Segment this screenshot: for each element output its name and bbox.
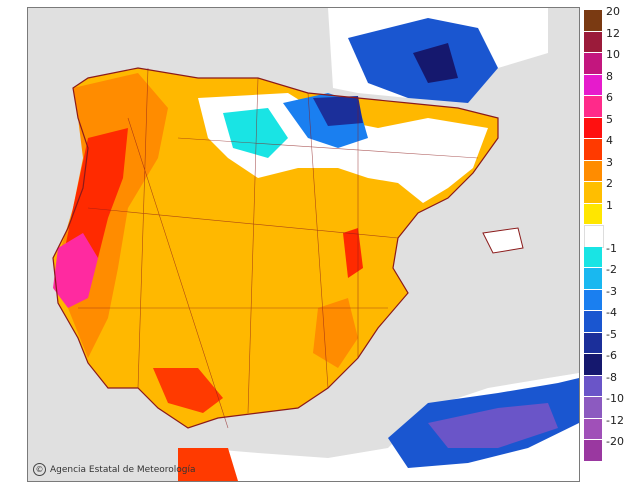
legend-swatch: [584, 375, 602, 396]
legend-label: 12: [606, 26, 620, 40]
legend-swatch: [584, 203, 602, 224]
legend-swatch: [584, 397, 602, 418]
legend-swatch: [584, 246, 602, 267]
southeast-orange-patch: [313, 298, 358, 368]
legend-swatch: [584, 160, 602, 181]
legend-label: -8: [606, 370, 617, 384]
legend-swatch: [584, 117, 602, 138]
legend-swatch: [584, 418, 602, 439]
legend-label: -1: [606, 241, 617, 255]
legend-label: 1: [606, 198, 613, 212]
legend-label: -10: [606, 392, 624, 405]
legend-swatch: [584, 74, 602, 95]
coastline: [52, 67, 499, 429]
legend-label: -12: [606, 413, 624, 427]
copyright-icon: ©: [33, 463, 46, 476]
map-svg: [28, 8, 579, 481]
legend-swatch: [584, 440, 602, 461]
legend-swatch: [584, 354, 602, 375]
legend-label: 20: [606, 5, 620, 18]
credit-text: Agencia Estatal de Meteorología: [50, 464, 196, 475]
france-cold-core: [413, 43, 458, 83]
balearic-islands: [482, 227, 524, 254]
legend-swatch: [584, 289, 602, 310]
legend-label: -6: [606, 349, 617, 362]
legend-swatch: [584, 182, 602, 203]
legend-swatch: [584, 31, 602, 52]
legend-label: -3: [606, 284, 617, 298]
legend-swatch: [584, 311, 602, 332]
legend-label: 5: [606, 112, 613, 126]
legend-label: -20: [606, 435, 624, 448]
south-red-patch: [153, 368, 223, 413]
cold-navy-core: [313, 96, 363, 126]
north-africa-cold-core: [428, 403, 558, 448]
province-borders: [78, 67, 479, 429]
legend-label: -5: [606, 327, 617, 341]
legend-label: 10: [606, 48, 620, 61]
legend-swatch: [584, 332, 602, 353]
legend-swatch: [584, 268, 602, 289]
legend-label: 3: [606, 155, 613, 169]
legend-label: 2: [606, 177, 613, 190]
legend-swatch: [584, 225, 604, 248]
legend-label: 6: [606, 91, 613, 104]
legend-label: -2: [606, 263, 617, 276]
legend-swatch: [584, 139, 602, 160]
legend-swatch: [584, 96, 602, 117]
africa-warm-patch: [178, 448, 238, 481]
extreme-pink-area: [53, 233, 98, 308]
legend-swatch: [584, 10, 602, 31]
legend-label: 8: [606, 69, 613, 83]
legend-swatch: [584, 53, 602, 74]
watermark: Meteored: [508, 456, 579, 471]
credit: © Agencia Estatal de Meteorología: [33, 463, 196, 476]
temperature-anomaly-map: [27, 7, 580, 482]
legend-label: -4: [606, 306, 617, 319]
cold-cyan-north: [223, 108, 288, 158]
legend-label: 4: [606, 134, 613, 147]
